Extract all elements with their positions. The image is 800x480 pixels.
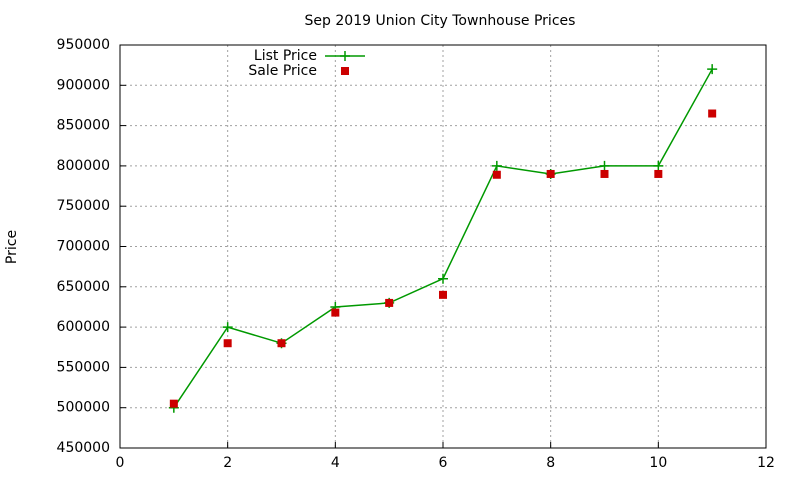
x-tick-label: 2 bbox=[223, 455, 232, 471]
point bbox=[708, 109, 717, 118]
legend-label: Sale Price bbox=[248, 63, 317, 79]
legend-swatch bbox=[341, 67, 349, 75]
y-tick-label: 450000 bbox=[57, 440, 110, 456]
point bbox=[546, 169, 555, 178]
chart-title: Sep 2019 Union City Townhouse Prices bbox=[305, 13, 576, 29]
point bbox=[707, 64, 718, 75]
y-axis-label: Price bbox=[4, 230, 20, 264]
y-tick-label: 750000 bbox=[57, 198, 110, 214]
y-tick-label: 950000 bbox=[57, 37, 110, 53]
y-tick-label: 700000 bbox=[57, 239, 110, 255]
x-tick-label: 6 bbox=[439, 455, 448, 471]
x-tick-label: 10 bbox=[649, 455, 667, 471]
point bbox=[277, 339, 286, 348]
point bbox=[439, 290, 447, 299]
legend-swatch bbox=[340, 51, 350, 61]
x-tick-label: 8 bbox=[546, 455, 555, 471]
point bbox=[385, 298, 394, 307]
x-tick-label: 0 bbox=[116, 455, 125, 471]
plot-frame bbox=[119, 44, 767, 449]
point bbox=[491, 160, 502, 171]
y-tick-label: 800000 bbox=[57, 158, 110, 174]
point bbox=[492, 170, 501, 179]
y-tick-label: 850000 bbox=[57, 118, 110, 134]
point bbox=[600, 169, 609, 178]
point bbox=[653, 160, 664, 171]
y-tick-label: 500000 bbox=[57, 400, 110, 416]
point bbox=[331, 308, 340, 317]
point bbox=[169, 399, 178, 408]
point bbox=[654, 169, 663, 178]
x-tick-label: 12 bbox=[757, 455, 775, 471]
point bbox=[599, 160, 610, 171]
y-tick-label: 600000 bbox=[57, 319, 110, 335]
x-tick-label: 4 bbox=[331, 455, 340, 471]
legend-label: List Price bbox=[254, 48, 317, 64]
point bbox=[222, 322, 233, 333]
point bbox=[438, 273, 448, 284]
point bbox=[223, 339, 232, 348]
y-tick-label: 650000 bbox=[57, 279, 110, 295]
y-tick-label: 550000 bbox=[57, 359, 110, 375]
y-tick-label: 900000 bbox=[57, 77, 110, 93]
